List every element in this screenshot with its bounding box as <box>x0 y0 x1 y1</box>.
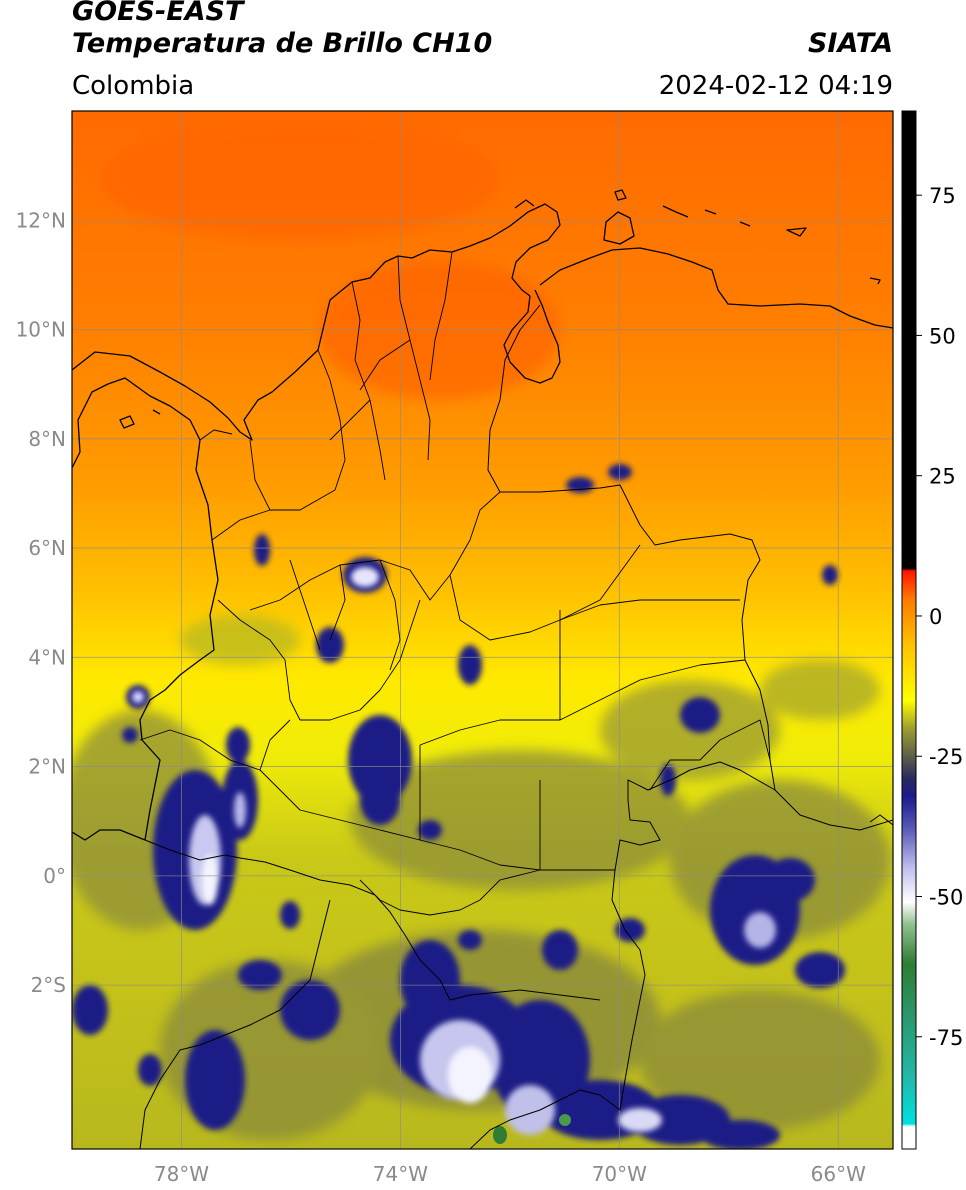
dept-border-13 <box>139 729 615 871</box>
dept-border-9 <box>249 559 451 611</box>
guyana-border <box>869 814 893 826</box>
pacific-central-america-coast <box>72 203 561 441</box>
lat-tick-label: 2°S <box>31 973 66 997</box>
venezuela-coast <box>539 247 893 329</box>
lake-maracaibo <box>503 289 561 384</box>
gorgona-coast-bits <box>119 199 535 429</box>
dept-border-1 <box>249 349 346 511</box>
dept-border-8 <box>419 699 601 746</box>
colombia-brazil-border <box>611 761 776 1111</box>
lat-tick-label: 4°N <box>28 645 66 669</box>
dept-border-18 <box>359 879 481 916</box>
paraguana-peninsula <box>603 211 635 245</box>
department-borders <box>139 251 771 916</box>
lat-tick-label: 10°N <box>16 318 66 342</box>
datetime-label: 2024-02-12 04:19 <box>658 71 893 101</box>
latitude-ticks: 12°N 10°N 8°N 6°N 4°N 2°N 0° 2°S <box>16 208 66 997</box>
dept-border-20 <box>329 339 411 441</box>
colorbar-tick-label: 75 <box>929 184 956 208</box>
lat-tick-label: 6°N <box>28 536 66 560</box>
agency-label: SIATA <box>807 28 893 59</box>
cold-cloud-tops <box>132 567 776 1135</box>
national-borders <box>139 304 893 1149</box>
longitude-ticks: 78°W 74°W 70°W 66°W <box>154 1162 866 1186</box>
gridlines <box>72 111 893 1149</box>
colombia-ecuador-border <box>144 839 226 861</box>
dept-border-5 <box>449 491 641 641</box>
lat-tick-label: 0° <box>43 864 66 888</box>
lat-tick-label: 8°N <box>28 427 66 451</box>
dept-border-11 <box>217 599 301 721</box>
colorbar: 75 50 25 0 -25 -50 -75 <box>901 110 963 1150</box>
dept-border-21 <box>289 559 346 651</box>
brazil-peru-border <box>469 1089 621 1149</box>
map-frame <box>71 110 894 1150</box>
lat-tick-label: 2°N <box>28 755 66 779</box>
lon-tick-label: 70°W <box>592 1162 647 1186</box>
map-panel <box>72 111 893 1149</box>
darien-coast <box>72 377 201 469</box>
colorbar-tick-label: -75 <box>929 1026 963 1050</box>
dept-border-22 <box>379 559 401 671</box>
peru-ecuador-border <box>139 899 331 1149</box>
venezuela-brazil-border <box>774 789 893 831</box>
colorbar-fill <box>902 111 916 1149</box>
dept-border-7 <box>599 659 746 701</box>
product-title: Temperatura de Brillo CH10 <box>72 28 493 59</box>
island-north <box>614 189 627 201</box>
colorbar-tick-label: 0 <box>929 605 942 629</box>
region-label: Colombia <box>72 71 195 101</box>
satellite-title: GOES-EAST <box>72 0 244 27</box>
colorbar-tick-label: 25 <box>929 465 956 489</box>
colorbar-tick-label: 50 <box>929 324 956 348</box>
dept-border-15 <box>479 780 541 901</box>
lon-tick-label: 74°W <box>373 1162 428 1186</box>
colorbar-frame <box>901 110 917 1150</box>
dept-border-4 <box>429 251 453 381</box>
colorbar-tick-label: -25 <box>929 745 963 769</box>
coldest-patches <box>493 1114 571 1144</box>
ecuador-coast <box>72 829 146 841</box>
coastlines <box>72 189 893 841</box>
aruba-curacao <box>662 205 751 227</box>
colombia-venezuela-border <box>487 304 776 791</box>
colorbar-ticks: 75 50 25 0 -25 -50 -75 <box>916 184 963 1050</box>
panama-colombia-border <box>199 429 233 441</box>
colombia-pacific-coast <box>139 439 219 841</box>
dept-border-10 <box>211 509 271 541</box>
lon-tick-label: 66°W <box>811 1162 866 1186</box>
dept-border-3 <box>397 255 431 461</box>
dept-border-16 <box>649 719 771 791</box>
dept-border-2 <box>351 281 386 481</box>
lat-tick-label: 12°N <box>16 208 66 232</box>
lon-tick-label: 78°W <box>154 1162 209 1186</box>
dept-border-12 <box>300 599 421 721</box>
dept-border-19 <box>559 599 740 621</box>
colombia-peru-border <box>224 854 601 1001</box>
islands-east <box>786 227 881 285</box>
dept-border-17 <box>259 719 291 771</box>
colorbar-tick-label: -50 <box>929 886 963 910</box>
